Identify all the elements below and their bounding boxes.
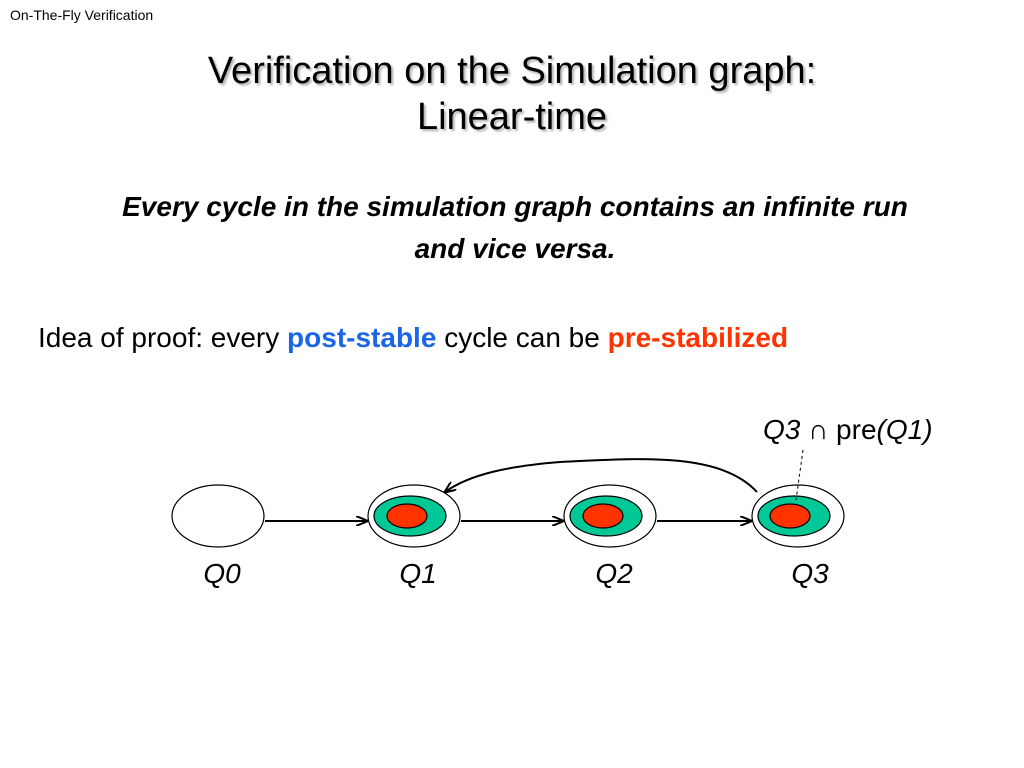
proof-idea: Idea of proof: every post-stable cycle c… [38, 322, 788, 354]
idea-prefix: Idea of proof: every [38, 322, 280, 353]
slide-header: On-The-Fly Verification [10, 7, 154, 23]
statement-line-2: and vice versa. [414, 233, 616, 264]
pre-annotation: Q3 ∩ pre(Q1) [763, 414, 933, 446]
state-q0-outer [171, 484, 265, 548]
annotation-q1: (Q1) [876, 414, 933, 445]
idea-post-stable: post-stable [287, 322, 437, 353]
state-label-q0: Q0 [203, 558, 241, 589]
state-q1-region [386, 503, 428, 529]
idea-pre-stabilized: pre-stabilized [607, 322, 789, 353]
annotation-q3: Q3 [763, 414, 801, 445]
annotation-pointer [795, 449, 804, 501]
theorem-statement: Every cycle in the simulation graph cont… [20, 186, 1010, 270]
state-label-q1: Q1 [399, 558, 437, 589]
state-label-q2: Q2 [595, 558, 633, 589]
title-line-2: Linear-time [416, 96, 608, 138]
title-line-1: Verification on the Simulation graph: [207, 50, 817, 92]
slide-title: Verification on the Simulation graph: Li… [0, 48, 1024, 140]
statement-line-1: Every cycle in the simulation graph cont… [122, 191, 908, 222]
state-q3-region [769, 503, 811, 529]
state-q2-region [582, 503, 624, 529]
intersection-symbol: ∩ [808, 414, 829, 445]
idea-middle: cycle can be [444, 322, 600, 353]
edge-q3-q1-back [445, 458, 758, 492]
state-label-q3: Q3 [791, 558, 829, 589]
annotation-pre: pre [836, 414, 877, 445]
